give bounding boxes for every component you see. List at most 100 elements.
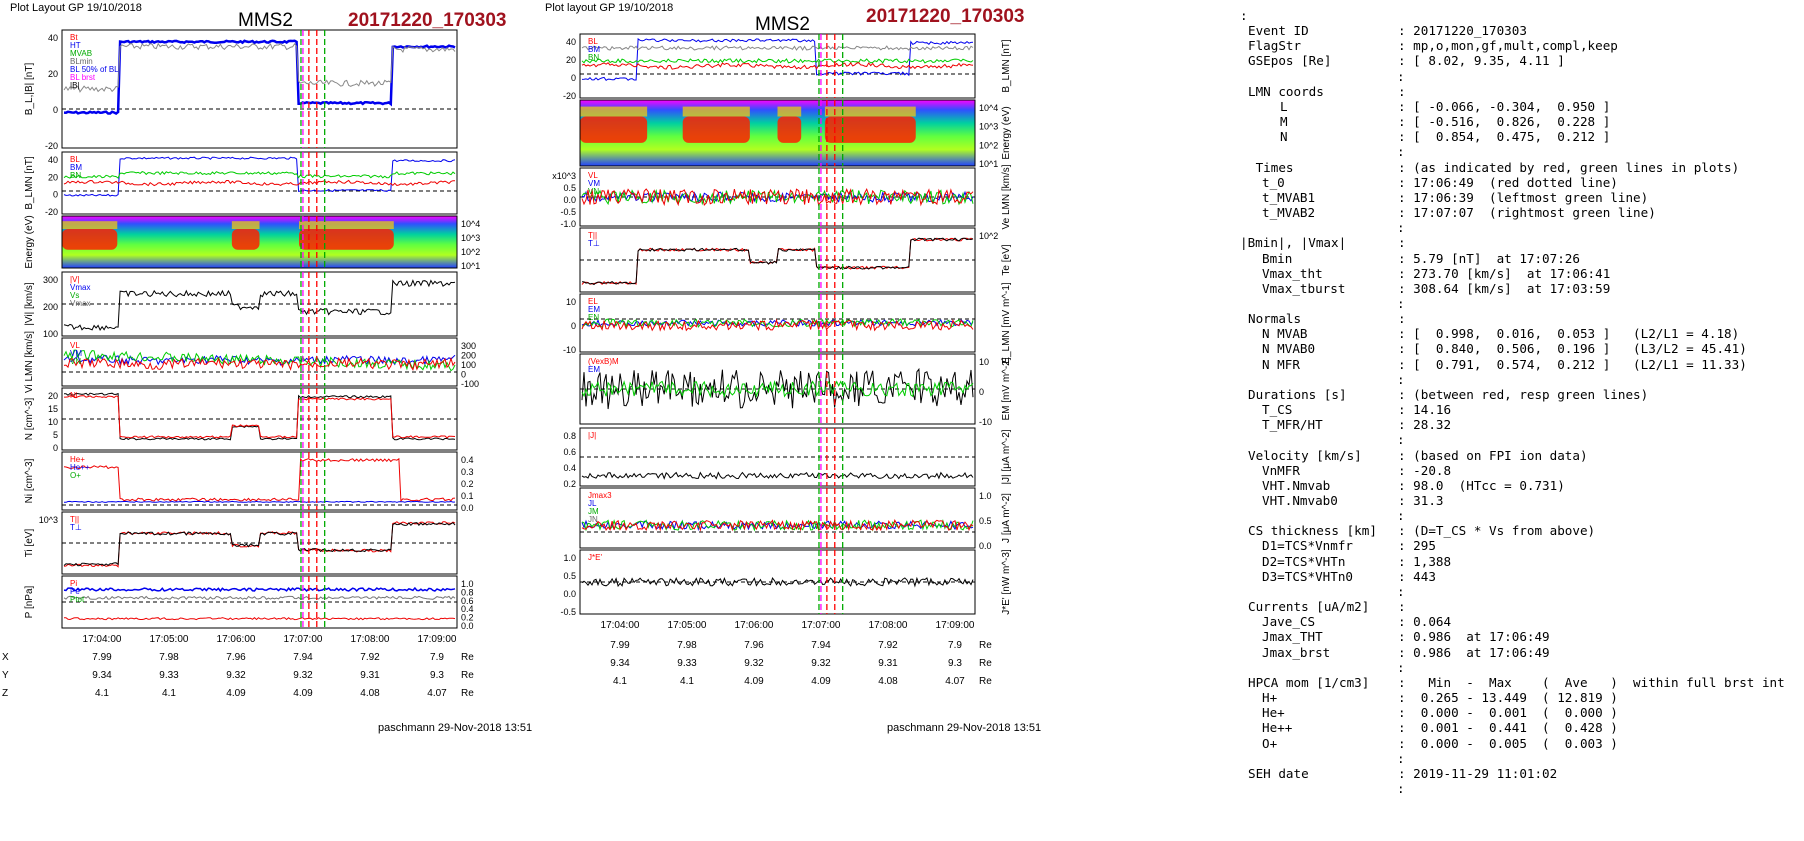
info-row: VHT.Nmvab0: 31.3 [1240,493,1785,508]
info-row: : [1240,781,1785,796]
mid-tick-label: 0.4 [563,463,576,473]
left-pos-value: 4.07 [427,688,447,699]
left-hot-band [62,229,118,250]
left-tick-label: 0.4 [461,455,474,465]
mid-x-tick-label: 17:08:00 [869,620,908,631]
info-value: : 28.32 [1398,417,1452,433]
info-key: Times [1248,159,1294,175]
mid-trace [581,519,974,532]
info-row: H+ : 0.265 - 13.449 ( 12.819 ) [1240,690,1785,705]
left-x-tick-label: 17:05:00 [150,634,189,645]
left-trace [63,39,456,115]
mid-tick-label: 0.8 [563,431,576,441]
info-value: : [ 0.791, 0.574, 0.212 ] (L2/L1 = 11.33… [1398,356,1747,372]
info-value: : mp,o,mon,gf,mult,compl,keep [1398,38,1618,54]
info-value: : 0.001 - 0.441 ( 0.428 ) [1398,720,1618,736]
mid-footer: paschmann 29-Nov-2018 13:51 [887,722,1042,734]
left-trace [63,349,456,372]
mid-legend-entry: T⊥ [588,239,600,248]
info-row: L: [ -0.066, -0.304, 0.950 ] [1240,99,1785,114]
left-panel-7: Ti [eV] 10^3 T||T⊥ [24,511,458,575]
mid-pos-value: 9.3 [948,658,962,669]
mid-panel-1: Energy (eV)10^4 10^3 10^2 10^1 [579,99,1012,169]
left-pos-value: 9.3 [430,670,444,681]
info-value: : 0.265 - 13.449 ( 12.819 ) [1398,690,1618,706]
mid-panel-5: EM [mV m^-2] 10 0 -10 (VexB)MEM [579,353,1012,427]
info-key: VHT.Nmvab0 [1262,493,1338,508]
info-row: t_0: 17:06:49 (red dotted line) [1240,175,1785,190]
mid-event-title: 20171220_170303 [866,6,1025,27]
left-legend-entry: BN [70,171,81,180]
mid-legend-entry: EM [588,305,600,314]
mid-spacecraft-title: MMS2 [755,14,810,35]
left-legend-entry: MVAB [70,49,92,58]
info-row: Times: (as indicated by red, green lines… [1240,160,1785,175]
mid-trace [581,37,974,81]
left-pos-value: 9.31 [360,670,380,681]
info-key: Vmax_tburst [1262,280,1346,296]
left-legend-entry: Vmax [70,299,90,308]
left-pos-unit: Re [461,670,474,681]
left-tick-label: 1.0 [461,579,474,589]
info-row: N MVAB: [ 0.998, 0.016, 0.053 ] (L2/L1 =… [1240,326,1785,341]
info-row: N MFR: [ 0.791, 0.574, 0.212 ] (L2/L1 = … [1240,357,1785,372]
mid-tick-label: 40 [566,37,576,47]
mid-tick-label: 0.5 [979,516,992,526]
mid-ylabel: E_LMN [mV m^-1] [1001,282,1012,364]
info-key: Event ID [1248,23,1309,39]
left-hot-band [231,229,260,250]
info-value: : [ 0.854, 0.475, 0.212 ] [1398,129,1611,145]
left-legend-entry: BLmin [70,57,93,66]
info-key: Durations [s] [1248,386,1347,402]
mid-ylabel: J*E' [nW m^-3] [1001,549,1012,615]
info-value: : [ -0.516, 0.826, 0.228 ] [1398,114,1611,130]
mid-ylabel: J [μA m^-2] [1001,493,1012,543]
mid-pos-unit: Re [979,640,992,651]
left-tick-label: 0.3 [461,467,474,477]
left-tick-label: -20 [45,141,58,151]
mid-frame [579,487,976,549]
left-tick-label: 0.4 [461,604,474,614]
mid-x-tick-label: 17:06:00 [735,620,774,631]
info-row: Jmax_brst: 0.986 at 17:06:49 [1240,645,1785,660]
left-legend-entry: T⊥ [70,523,82,532]
left-warm-band [62,221,118,229]
mid-pos-value: 4.07 [945,676,965,687]
left-pos-unit: Re [461,688,474,699]
info-value: : 14.16 [1398,402,1452,418]
left-trace [63,586,456,593]
info-value: : 98.0 (HTcc = 0.731) [1398,477,1565,493]
mid-tick-label: 10^1 [979,159,998,169]
left-panel-6: Ni [cm^-3] 0.4 0.3 0.2 0.1 0.0 He+He++O+ [24,451,474,513]
left-event-title: 20171220_170303 [348,10,507,31]
info-separator: : [1397,295,1405,311]
left-legend-entry: Pi [70,579,77,588]
left-frame [61,215,458,269]
info-value: : 1,388 [1398,553,1452,569]
info-key: H+ [1262,690,1278,706]
left-pos-value: 4.1 [95,688,109,699]
left-x-tick-label: 17:09:00 [418,634,457,645]
info-value: : 0.986 at 17:06:49 [1398,644,1550,660]
left-trace [63,171,456,179]
info-row: T_MFR/HT: 28.32 [1240,417,1785,432]
mid-warm-band [777,106,802,117]
left-pos-row-label: Z [2,688,8,699]
mid-tick-label: 10^2 [979,231,998,241]
mid-tick-label: 0.5 [563,183,576,193]
left-legend-entry: Bt [70,33,78,42]
left-tick-label: 300 [43,275,58,285]
info-key: CS thickness [km] [1248,523,1377,539]
mid-hot-band [777,116,802,143]
left-ylabel: B_LMN [nT] [24,156,35,210]
mid-pos-value: 4.09 [811,676,831,687]
left-tick-label: 20 [48,391,58,401]
left-tick-label: 20 [48,69,58,79]
left-tick-label: 200 [43,302,58,312]
mid-x-tick-label: 17:07:00 [802,620,841,631]
info-value: : 5.79 [nT] at 17:07:26 [1398,250,1580,266]
mid-legend-entry: EM [588,365,600,374]
mid-tick-label: 10^3 [979,122,998,132]
